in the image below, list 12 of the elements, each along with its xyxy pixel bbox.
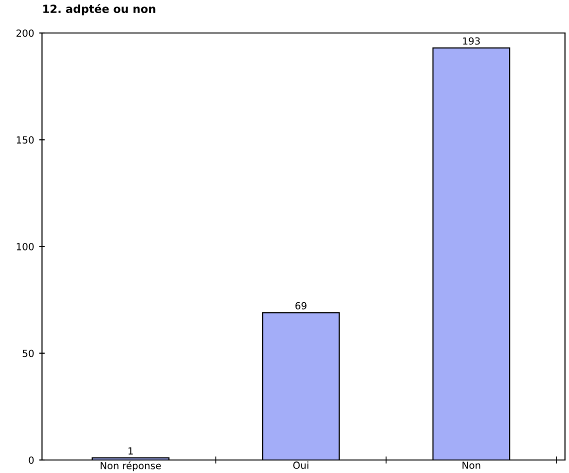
x-tick-label: Non réponse — [100, 461, 161, 472]
y-tick-label: 0 — [28, 456, 34, 464]
x-tick-label: Non — [462, 462, 480, 469]
chart-title: 12. adptée ou non — [43, 4, 156, 16]
y-tick-label: 150 — [16, 136, 34, 144]
y-tick-label: 50 — [22, 350, 34, 358]
data-label: 69 — [295, 302, 306, 310]
y-tick-label: 200 — [16, 29, 34, 37]
x-tick-label: Oui — [293, 461, 308, 469]
y-tick-label: 100 — [16, 242, 34, 250]
data-label: 1 — [128, 447, 133, 454]
data-label: 193 — [463, 37, 480, 45]
